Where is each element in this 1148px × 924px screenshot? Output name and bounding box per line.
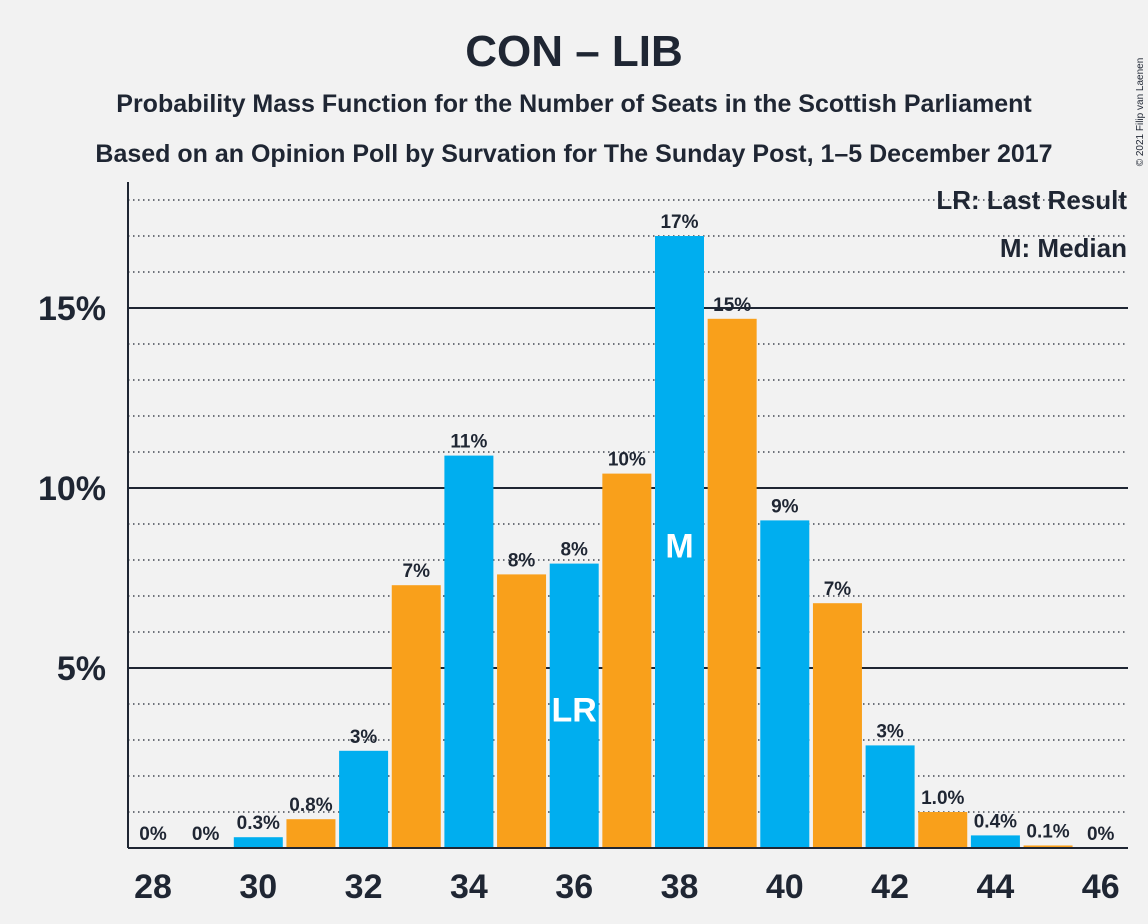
bar-markers: LR M [552, 528, 694, 730]
chart-subtitle-1: Probability Mass Function for the Number… [116, 90, 1032, 118]
data-label-seat-42: 3% [876, 721, 904, 742]
data-label-seat-32: 3% [350, 727, 378, 748]
y-tick-label-mask [30, 466, 120, 510]
bar-seat-42 [865, 745, 915, 848]
x-tick-label: 42 [871, 868, 909, 906]
y-tick-label-mask [30, 646, 120, 690]
data-label-seat-45: 0.1% [1026, 821, 1069, 842]
x-tick-label: 36 [555, 868, 593, 906]
bar-seat-37 [602, 473, 652, 848]
bar-seat-41 [812, 603, 862, 848]
data-labels: 0% 0% 0.3% 0.8% 3% 7% 11% 8% 8% 10% 17% 15% 9% 7% 3% 1.… [139, 212, 1114, 845]
bar-seat-44 [970, 835, 1020, 848]
bar-seat-39 [707, 318, 757, 848]
data-label-seat-35: 8% [508, 550, 536, 571]
y-axis-ticks: 5% 10% 15% [30, 286, 120, 690]
y-tick-label-mask [30, 286, 120, 330]
chart-title: CON – LIB [465, 27, 683, 76]
x-tick-label: 34 [450, 868, 488, 906]
bar-seat-40 [760, 520, 810, 848]
x-tick-label: 40 [766, 868, 804, 906]
bar-seat-31 [286, 819, 336, 848]
data-label-seat-43: 1.0% [921, 788, 964, 809]
bar-seat-38 [655, 236, 704, 848]
y-tick-label: 10% [38, 470, 106, 508]
bar-seat-43 [918, 812, 968, 848]
bar-seat-30 [233, 837, 283, 848]
data-label-seat-33: 7% [403, 561, 431, 582]
bar-seat-32 [339, 750, 389, 848]
x-axis-ticks: 28 30 32 34 36 38 40 42 44 46 [134, 868, 1120, 906]
bar-seat-35 [497, 574, 547, 848]
bar-seat-36 [549, 563, 599, 848]
data-label-seat-28: 0% [139, 824, 167, 845]
x-tick-label: 44 [976, 868, 1014, 906]
y-tick-label: 5% [57, 650, 106, 688]
x-tick-label: 46 [1082, 868, 1120, 906]
bar-seat-33 [391, 585, 441, 848]
last-result-marker: LR [552, 691, 597, 729]
data-label-seat-40: 9% [771, 496, 799, 517]
data-label-seat-31: 0.8% [289, 795, 332, 816]
chart-subtitle-2: Based on an Opinion Poll by Survation fo… [95, 140, 1052, 168]
copyright-notice: © 2021 Filip van Laenen [1135, 58, 1146, 167]
bars [233, 236, 1073, 848]
data-label-seat-29: 0% [192, 824, 220, 845]
data-label-seat-37: 10% [608, 450, 646, 471]
data-label-seat-44: 0.4% [974, 811, 1017, 832]
bar-seat-45 [1023, 845, 1073, 848]
data-label-seat-38: 17% [660, 212, 698, 233]
x-tick-label: 28 [134, 868, 172, 906]
data-label-seat-39: 15% [713, 295, 751, 316]
y-tick-label: 15% [38, 290, 106, 328]
data-label-seat-36: 8% [560, 540, 588, 561]
x-tick-label: 32 [345, 868, 383, 906]
legend-last-result: LR: Last Result [936, 185, 1127, 215]
data-label-seat-41: 7% [824, 579, 852, 600]
median-marker: M [665, 528, 693, 566]
data-label-seat-46: 0% [1087, 824, 1115, 845]
legend-median: M: Median [1000, 233, 1127, 263]
data-label-seat-34: 11% [450, 432, 487, 453]
bar-seat-34 [444, 455, 494, 848]
x-tick-label: 30 [239, 868, 277, 906]
x-tick-label: 38 [661, 868, 699, 906]
data-label-seat-30: 0.3% [237, 813, 280, 834]
